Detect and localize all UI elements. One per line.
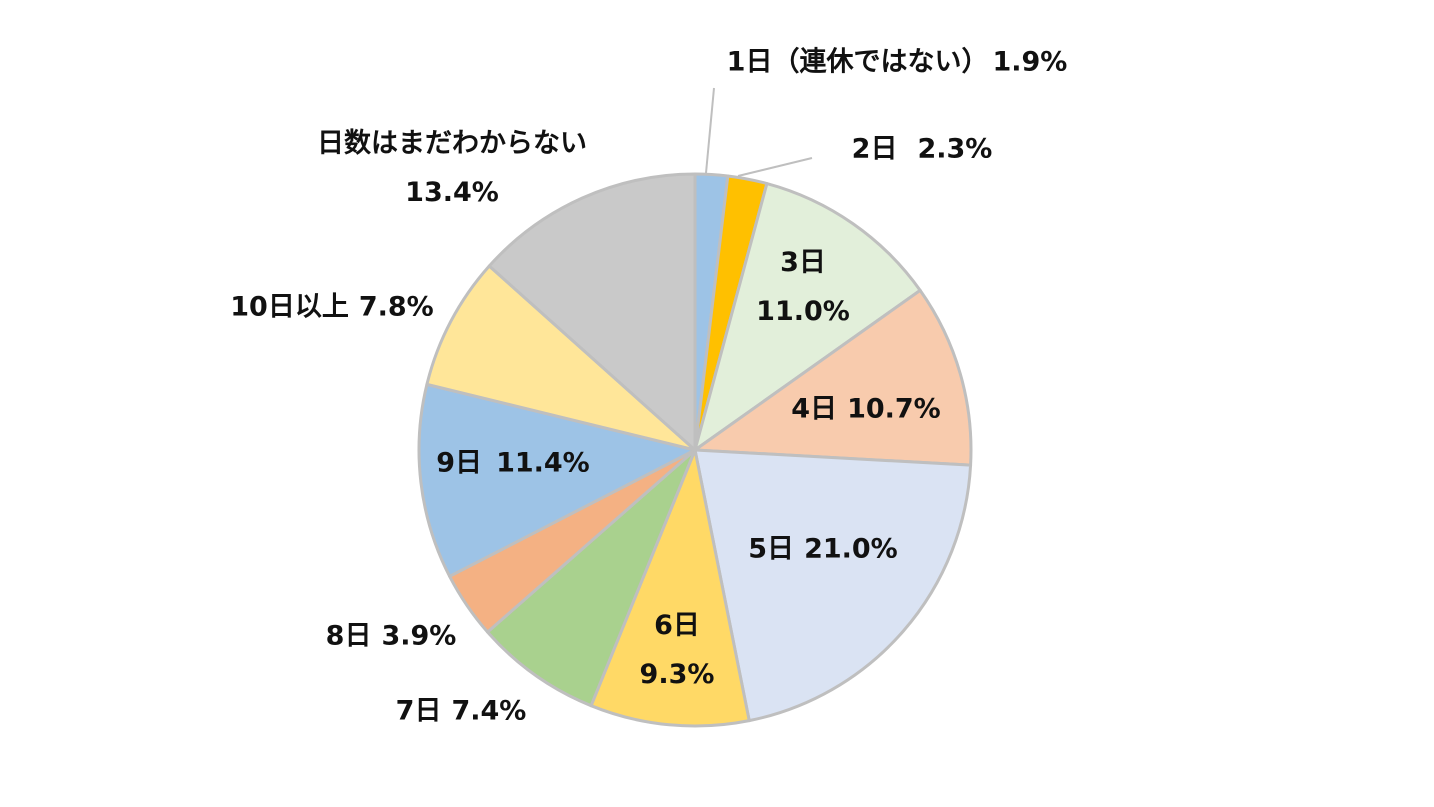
data-label-10-plus-days: 10日以上 7.8%	[230, 294, 433, 321]
label-category: 6日	[654, 610, 700, 641]
label-category: 3日	[780, 247, 826, 278]
label-percent: 11.4%	[496, 447, 590, 479]
label-percent: 3.9%	[381, 620, 457, 652]
pie-slice-8	[417, 382, 697, 578]
label-percent: 7.4%	[451, 695, 527, 727]
pie-slice-3	[693, 288, 973, 467]
pie-slice-10	[487, 172, 697, 452]
pie-slice-6	[486, 448, 697, 708]
leader-line-1	[737, 157, 813, 177]
label-category: 日数はまだわからない	[317, 128, 587, 159]
label-category: 10日以上	[230, 291, 349, 323]
data-label-unknown-days: 日数はまだわからない 13.4%	[317, 130, 587, 206]
label-percent: 7.8%	[358, 291, 434, 323]
label-percent: 9.3%	[639, 659, 715, 690]
data-label-1-day: 1日（連休ではない） 1.9%	[727, 49, 1068, 76]
label-percent: 13.4%	[405, 177, 499, 208]
label-category: 9日	[436, 447, 483, 479]
data-label-7-days: 7日 7.4%	[396, 698, 527, 725]
label-percent: 21.0%	[804, 533, 898, 565]
pie-slice-9	[425, 264, 697, 452]
pie-slice-5	[589, 448, 751, 728]
label-category: 4日	[791, 393, 838, 425]
data-label-2-days: 2日 2.3%	[852, 136, 993, 163]
label-percent: 2.3%	[917, 133, 993, 165]
label-category: 5日	[748, 533, 795, 565]
label-category: 2日	[851, 133, 898, 165]
label-category: 8日	[325, 620, 372, 652]
data-label-9-days: 9日 11.4%	[436, 450, 589, 477]
label-category: 1日（連休ではない）	[726, 46, 989, 78]
data-label-6-days: 6日 9.3%	[640, 612, 715, 688]
pie-slice-2	[693, 182, 922, 452]
data-label-5-days: 5日 21.0%	[748, 536, 897, 563]
data-label-3-days: 3日 11.0%	[756, 249, 850, 325]
label-percent: 11.0%	[756, 296, 850, 327]
label-percent: 10.7%	[847, 393, 941, 425]
data-label-4-days: 4日 10.7%	[791, 396, 940, 423]
pie-slice-4	[693, 448, 973, 723]
data-label-8-days: 8日 3.9%	[326, 623, 457, 650]
leader-line-0	[705, 87, 715, 174]
label-category: 7日	[395, 695, 442, 727]
label-percent: 1.9%	[992, 46, 1068, 78]
